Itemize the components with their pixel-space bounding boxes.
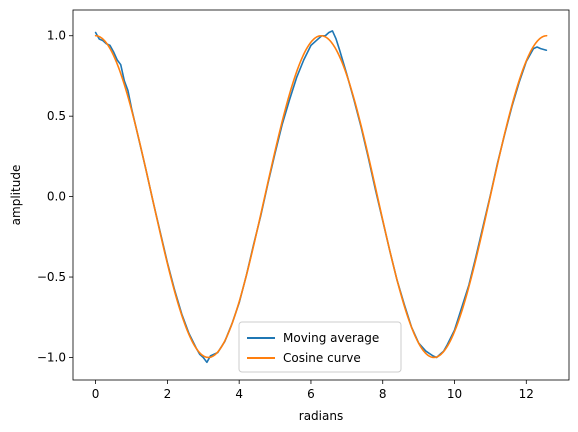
y-tick-label: −1.0 [37,350,66,364]
x-axis-label: radians [299,409,343,423]
legend-label-moving-average: Moving average [283,331,379,345]
x-tick-label: 2 [164,387,172,401]
y-tick-label: −0.5 [37,270,66,284]
x-tick-label: 6 [307,387,315,401]
x-tick-label: 10 [447,387,462,401]
legend-label-cosine-curve: Cosine curve [283,351,361,365]
legend-box [238,321,402,373]
y-tick-label: 1.0 [47,29,66,43]
x-tick-label: 12 [519,387,534,401]
series-line-cosine-curve [94,34,548,359]
x-tick-label: 4 [235,387,243,401]
y-axis-label: amplitude [9,165,23,226]
x-tick-label: 8 [379,387,387,401]
y-tick-label: 0.0 [47,190,66,204]
plot-frame [72,9,570,381]
x-tick-label: 0 [92,387,100,401]
series-layer [94,30,548,364]
y-tick-label: 0.5 [47,109,66,123]
y-axis-ticks: −1.0 −0.5 0.0 0.5 1.0 [37,29,73,364]
legend: Moving average Cosine curve [238,321,402,373]
x-axis-ticks: 0 2 4 6 8 10 12 [92,380,534,401]
